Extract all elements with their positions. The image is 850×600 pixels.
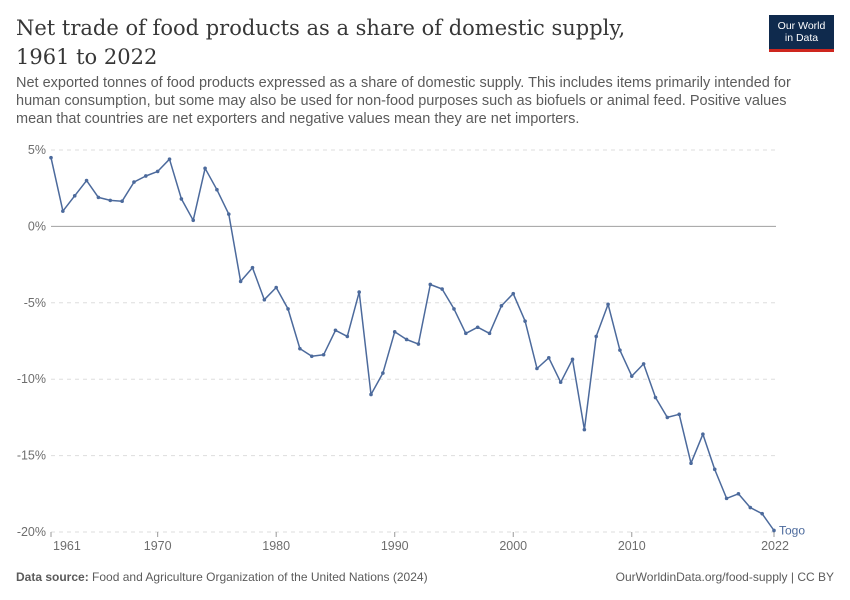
data-point[interactable] [321, 352, 326, 357]
source-text: Food and Agriculture Organization of the… [92, 570, 428, 584]
x-tick-label: 2000 [499, 539, 527, 553]
data-point[interactable] [464, 331, 468, 336]
data-point[interactable] [155, 169, 160, 174]
data-point[interactable] [381, 371, 385, 375]
data-point[interactable] [511, 291, 516, 296]
x-tick-label: 2022 [761, 539, 789, 553]
data-point[interactable] [274, 285, 278, 290]
data-point[interactable] [191, 218, 196, 223]
data-point[interactable] [736, 492, 741, 496]
logo-line-2: in Data [784, 32, 819, 44]
data-point[interactable] [712, 467, 717, 472]
data-point[interactable] [250, 265, 255, 270]
data-point[interactable] [203, 166, 207, 171]
x-tick-label: 2010 [618, 539, 646, 553]
data-point[interactable] [369, 392, 373, 397]
footer: Data source: Food and Agriculture Organi… [16, 570, 834, 584]
data-point[interactable] [487, 331, 492, 336]
data-point[interactable] [167, 157, 172, 161]
data-point[interactable] [594, 334, 599, 339]
data-point[interactable] [570, 357, 575, 362]
data-point[interactable] [724, 496, 729, 501]
data-point[interactable] [452, 307, 456, 311]
data-point[interactable] [523, 319, 527, 323]
data-point[interactable] [179, 197, 184, 201]
gridlines [51, 149, 776, 533]
data-point[interactable] [440, 287, 444, 291]
y-tick-label: -5% [24, 296, 46, 310]
data-point[interactable] [760, 511, 764, 516]
data-point[interactable] [120, 199, 124, 203]
data-point[interactable] [215, 187, 219, 192]
y-tick-label: -20% [17, 525, 46, 539]
data-point[interactable] [535, 366, 539, 371]
chart-title: Net trade of food products as a share of… [16, 16, 626, 69]
x-tick-label: 1980 [262, 539, 290, 553]
data-point[interactable] [333, 328, 338, 333]
data-point[interactable] [547, 356, 551, 360]
data-point[interactable] [298, 346, 302, 351]
data-point[interactable] [345, 334, 350, 339]
data-point[interactable] [238, 279, 243, 284]
data-point[interactable] [392, 330, 397, 334]
data-point[interactable] [606, 302, 610, 307]
footer-url[interactable]: OurWorldinData.org/food-supply | CC BY [615, 570, 834, 584]
y-tick-label: -10% [17, 372, 46, 386]
data-point[interactable] [629, 374, 634, 378]
data-point[interactable] [262, 297, 267, 302]
data-point[interactable] [286, 307, 290, 311]
data-point[interactable] [357, 290, 361, 294]
data-point[interactable] [404, 337, 409, 342]
data-point[interactable] [132, 180, 136, 184]
y-tick-label: 5% [28, 143, 46, 157]
data-point[interactable] [226, 212, 231, 216]
data-point[interactable] [641, 362, 646, 366]
data-point[interactable] [582, 427, 587, 432]
data-point[interactable] [653, 395, 658, 400]
data-point[interactable] [309, 354, 314, 359]
data-point[interactable] [96, 195, 101, 200]
series-line-togo[interactable] [50, 157, 775, 531]
data-point[interactable] [144, 174, 148, 178]
line-chart: 5% 0% -5% -10% -15% -20% 1961 1970 1980 1990 2000… [17, 143, 806, 553]
data-point[interactable] [665, 415, 670, 420]
source-label: Data source: [16, 570, 89, 584]
data-point[interactable] [618, 348, 622, 352]
data-point[interactable] [49, 155, 53, 160]
data-point[interactable] [558, 380, 563, 385]
data-point[interactable] [748, 505, 753, 510]
series-layer: Togo [49, 155, 805, 537]
data-point[interactable] [72, 194, 77, 198]
data-point[interactable] [772, 528, 776, 533]
x-tick-label: 1970 [144, 539, 172, 553]
logo-line-1: Our World [777, 20, 826, 32]
data-point[interactable] [428, 282, 433, 287]
chart-subtitle: Net exported tonnes of food products exp… [16, 75, 791, 127]
x-tick-label: 1990 [381, 539, 409, 553]
data-point[interactable] [416, 342, 421, 346]
y-tick-label: -15% [17, 449, 46, 463]
data-point[interactable] [701, 432, 705, 437]
data-point[interactable] [84, 178, 89, 183]
y-axis-ticks: 5% 0% -5% -10% -15% -20% [17, 143, 46, 539]
series-label-togo[interactable]: Togo [779, 523, 805, 537]
data-point[interactable] [61, 209, 65, 213]
data-source: Data source: Food and Agriculture Organi… [16, 570, 428, 584]
data-point[interactable] [108, 198, 113, 203]
data-point[interactable] [499, 304, 504, 308]
data-point[interactable] [689, 461, 693, 466]
x-tick-label: 1961 [53, 539, 81, 553]
y-tick-label: 0% [28, 219, 46, 233]
x-axis-ticks: 1961 1970 1980 1990 2000 2010 2022 [50, 532, 789, 553]
data-point[interactable] [677, 412, 681, 417]
data-point[interactable] [475, 325, 480, 330]
owid-logo[interactable]: Our World in Data [769, 15, 834, 52]
